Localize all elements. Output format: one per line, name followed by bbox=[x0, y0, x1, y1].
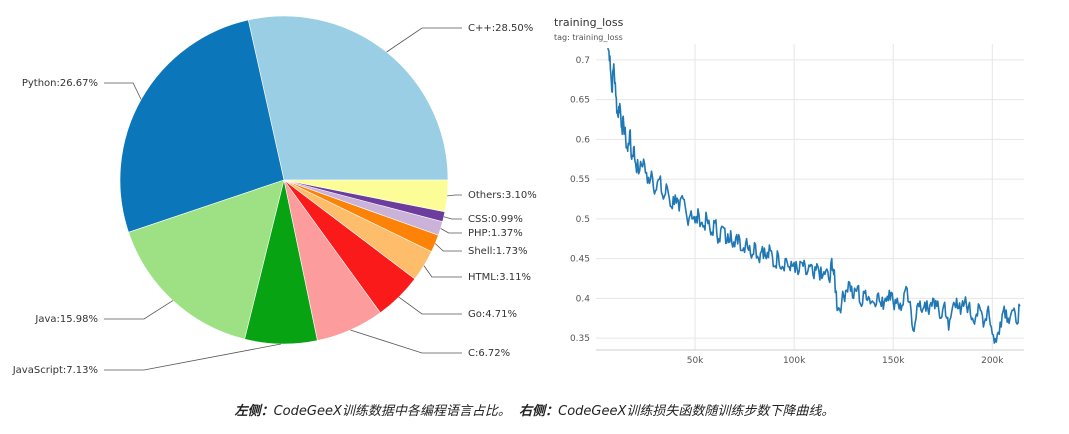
pie-leader-line bbox=[350, 329, 462, 354]
language-share-pie-chart: C++:28.50% Python:26.67% Java:15.98% JavaSc… bbox=[12, 15, 537, 376]
figure-caption: 左侧：CodeGeeX训练数据中各编程语言占比。 右侧：CodeGeeX训练损失… bbox=[0, 400, 1069, 419]
pie-slice-label: PHP:1.37% bbox=[468, 228, 523, 239]
tick-labels: 0.7 0.65 0.6 0.55 0.5 0.45 0.4 0.35 50k 100k 150k 2… bbox=[570, 56, 1004, 366]
training-loss-line bbox=[607, 47, 1021, 344]
pie-leader-line bbox=[104, 300, 174, 320]
pie-slice bbox=[247, 15, 449, 181]
y-tick-label: 0.4 bbox=[576, 294, 591, 304]
pie-slice-label: Others:3.10% bbox=[468, 190, 537, 201]
training-loss-line-chart: training_loss tag: training_loss 0.70.65… bbox=[554, 16, 1024, 366]
pie-slice-label: Python:26.67% bbox=[22, 78, 98, 89]
y-tick-label: 0.35 bbox=[570, 334, 590, 344]
pie-slice-label: HTML:3.11% bbox=[468, 272, 531, 283]
pie-leader-line bbox=[440, 228, 462, 234]
pie-slice-label: Java:15.98% bbox=[34, 314, 98, 325]
x-tick-label: 100k bbox=[783, 356, 806, 366]
x-tick-label: 200k bbox=[981, 356, 1004, 366]
pie-labels: C++:28.50% Python:26.67% Java:15.98% JavaSc… bbox=[12, 23, 537, 376]
grid bbox=[596, 44, 1024, 351]
y-tick-label: 0.7 bbox=[576, 56, 590, 66]
pie-slice-label: Go:4.71% bbox=[468, 309, 517, 320]
caption-right-label: 右侧： bbox=[519, 404, 559, 419]
y-tick-label: 0.65 bbox=[570, 96, 590, 106]
pie-leader-line bbox=[443, 216, 462, 220]
caption-left-text: CodeGeeX训练数据中各编程语言占比。 bbox=[273, 404, 511, 419]
pie-leader-line bbox=[447, 194, 462, 197]
pie-slice-label: JavaScript:7.13% bbox=[12, 365, 98, 376]
pie-leader-line bbox=[434, 243, 462, 252]
pie-leader-line bbox=[104, 343, 282, 371]
pie-leader-line bbox=[104, 82, 142, 100]
pie-leader-line bbox=[423, 265, 462, 278]
y-tick-label: 0.5 bbox=[576, 215, 590, 225]
caption-right-text: CodeGeeX训练损失函数随训练步数下降曲线。 bbox=[558, 404, 835, 419]
pie-slice-label: CSS:0.99% bbox=[468, 214, 523, 225]
x-tick-label: 150k bbox=[882, 356, 905, 366]
pie-slices bbox=[119, 15, 449, 345]
pie-leader-line bbox=[398, 296, 462, 315]
pie-slice-label: C:6.72% bbox=[468, 348, 510, 359]
chart-title: training_loss bbox=[554, 16, 624, 29]
x-tick-label: 50k bbox=[687, 356, 704, 366]
y-tick-label: 0.45 bbox=[570, 255, 590, 265]
y-tick-label: 0.55 bbox=[570, 175, 590, 185]
y-tick-label: 0.6 bbox=[576, 135, 591, 145]
caption-left-label: 左侧： bbox=[234, 404, 274, 419]
pie-leader-line bbox=[386, 27, 462, 53]
chart-subtitle: tag: training_loss bbox=[554, 33, 623, 42]
pie-slice-label: C++:28.50% bbox=[468, 23, 533, 34]
pie-slice-label: Shell:1.73% bbox=[468, 246, 528, 257]
